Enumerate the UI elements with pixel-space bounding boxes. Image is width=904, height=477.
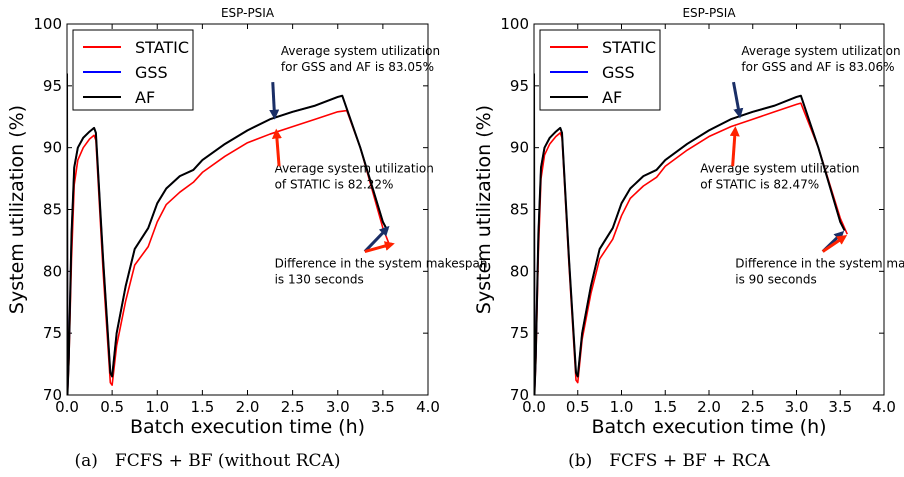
- x-tick-label: 1.5: [190, 398, 214, 416]
- x-tick-label: 2.5: [281, 398, 305, 416]
- legend-label: GSS: [135, 63, 168, 82]
- y-tick-label: 100: [33, 15, 62, 33]
- figure-caption: (a) FCFS + BF (without RCA): [75, 451, 341, 471]
- x-tick-label: 4.0: [872, 398, 896, 416]
- annotation-text: Average system utilization: [700, 161, 859, 175]
- annotation-2: Difference in the system makespan is 90 s…: [735, 230, 904, 287]
- x-tick-label: 3.5: [828, 398, 852, 416]
- annotation-text: of STATIC is 82.22%: [275, 177, 394, 191]
- annotation-0: Average system utilization for GSS and AF…: [269, 44, 440, 120]
- x-tick-label: 1.0: [610, 398, 634, 416]
- y-tick-label: 70: [43, 386, 62, 404]
- x-tick-label: 3.0: [785, 398, 809, 416]
- x-tick-label: 3.0: [326, 398, 350, 416]
- x-axis-label: Batch execution time (h): [130, 416, 365, 438]
- annotation-arrow-red: [821, 235, 848, 253]
- annotation-2: Difference in the system makespan is 130 …: [275, 225, 488, 287]
- legend-label: AF: [135, 88, 155, 107]
- x-tick-label: 2.5: [741, 398, 765, 416]
- y-tick-label: 85: [510, 201, 529, 219]
- y-tick-label: 80: [510, 262, 529, 280]
- series-line-af: [67, 73, 389, 395]
- annotation-arrow-blue: [363, 225, 390, 253]
- y-tick-label: 75: [43, 324, 62, 342]
- annotation-text: Average system utilization: [741, 44, 900, 58]
- annotation-3: [364, 241, 395, 253]
- y-tick-label: 95: [43, 77, 62, 95]
- series-line-af: [534, 73, 846, 395]
- annotation-text: Difference in the system makespan: [735, 257, 904, 271]
- chart-legend: STATIC GSS AF: [72, 29, 194, 111]
- annotation-text: Average system utilization: [275, 161, 434, 175]
- x-tick-label: 4.0: [416, 398, 440, 416]
- annotation-arrow-blue: [269, 82, 280, 120]
- annotation-arrow-red: [271, 128, 282, 167]
- chart-title: ESP-PSIA: [682, 6, 736, 20]
- y-tick-label: 95: [510, 77, 529, 95]
- y-axis-label: System utilization (%): [6, 105, 28, 314]
- y-tick-label: 90: [43, 139, 62, 157]
- chart-panel-b: ESP-PSIA 0.0 0.5 1.0 1.5 2.0 2.5 3.0 3.5 4.0 70 75 8…: [473, 6, 904, 471]
- x-tick-label: 0.0: [55, 398, 79, 416]
- legend-label: STATIC: [602, 38, 656, 57]
- y-tick-label: 85: [43, 201, 62, 219]
- annotation-text: for GSS and AF is 83.06%: [741, 60, 894, 74]
- x-tick-label: 3.5: [371, 398, 395, 416]
- x-tick-label: 2.0: [697, 398, 721, 416]
- annotation-text: Difference in the system makespan: [275, 257, 488, 271]
- chart-title: ESP-PSIA: [221, 6, 275, 20]
- y-tick-label: 100: [500, 15, 529, 33]
- x-tick-label: 2.0: [236, 398, 260, 416]
- annotation-3: [821, 235, 848, 253]
- chart-panel-a: ESP-PSIA 0.0 0.5 1.0 1.5 2.0 2.5 3.0 3.5 4.0 70 75 8…: [6, 6, 487, 471]
- y-tick-label: 90: [510, 139, 529, 157]
- chart-legend: STATIC GSS AF: [539, 29, 661, 111]
- annotation-text: for GSS and AF is 83.05%: [281, 60, 434, 74]
- x-tick-label: 0.5: [100, 398, 124, 416]
- x-tick-label: 1.0: [145, 398, 169, 416]
- annotation-0: Average system utilization for GSS and AF…: [732, 44, 901, 119]
- series-line-static: [534, 73, 848, 395]
- legend-label: GSS: [602, 63, 635, 82]
- annotation-text: of STATIC is 82.47%: [700, 177, 819, 191]
- figure-caption: (b) FCFS + BF + RCA: [568, 451, 771, 471]
- legend-label: STATIC: [135, 38, 189, 57]
- y-axis-label: System utilization (%): [473, 105, 495, 314]
- x-tick-label: 1.5: [653, 398, 677, 416]
- annotation-1: Average system utilization of STATIC is 8…: [700, 126, 860, 191]
- y-tick-label: 80: [43, 262, 62, 280]
- series-line-static: [67, 73, 391, 395]
- annotation-text: Average system utilization: [281, 44, 440, 58]
- annotation-arrow-red: [729, 126, 740, 167]
- legend-label: AF: [602, 88, 622, 107]
- y-tick-label: 70: [510, 386, 529, 404]
- x-tick-label: 0.5: [566, 398, 590, 416]
- x-axis-label: Batch execution time (h): [591, 416, 826, 438]
- annotation-arrow-red: [364, 241, 395, 253]
- annotation-text: is 90 seconds: [735, 273, 817, 287]
- y-tick-label: 75: [510, 324, 529, 342]
- annotation-arrow-blue: [732, 81, 744, 119]
- annotation-1: Average system utilization of STATIC is 8…: [271, 128, 434, 191]
- annotation-text: is 130 seconds: [275, 273, 364, 287]
- x-tick-label: 0.0: [522, 398, 546, 416]
